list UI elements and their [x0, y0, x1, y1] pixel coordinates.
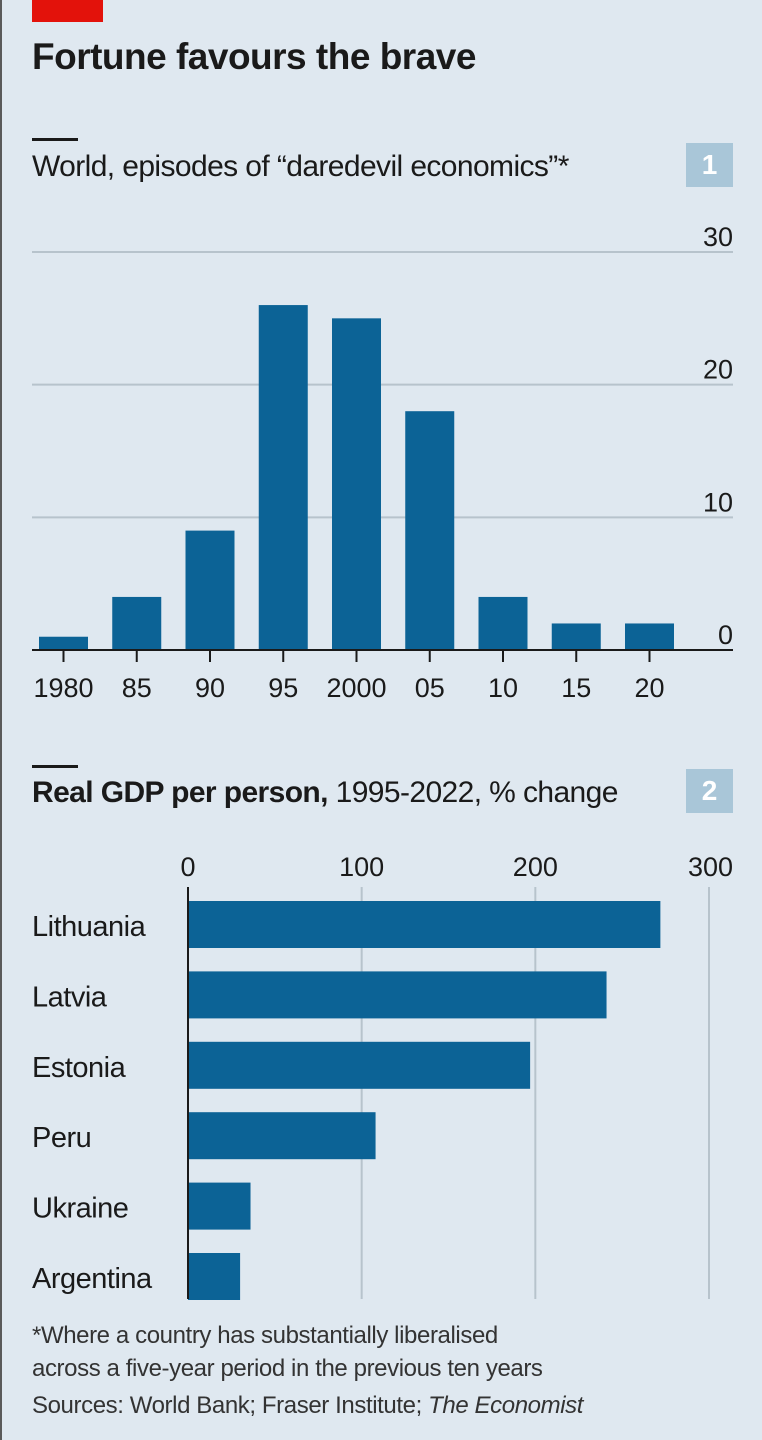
chart1-xtick-label: 90: [195, 673, 225, 703]
footnote-line1: *Where a country has substantially liber…: [32, 1322, 498, 1349]
chart2-number-badge: 2: [686, 769, 733, 813]
footnote-line2: across a five-year period in the previou…: [32, 1355, 543, 1382]
chart1-bar: [39, 636, 88, 650]
chart1-bar: [405, 411, 455, 650]
chart2-category-label: Latvia: [32, 981, 108, 1013]
chart1-xtick-label: 1980: [33, 673, 93, 703]
chart1-ytick-label: 20: [703, 355, 733, 385]
chart1-number-badge: 1: [686, 143, 733, 187]
chart1-ytick-label: 30: [703, 222, 733, 252]
chart1-ytick-label: 0: [718, 620, 733, 650]
chart2-xtick-label: 100: [339, 852, 384, 882]
chart1-xtick-label: 2000: [326, 673, 386, 703]
headline: Fortune favours the brave: [32, 36, 476, 77]
chart1-bar: [551, 623, 601, 650]
chart1-title: World, episodes of “daredevil economics”…: [32, 150, 569, 183]
chart2-bar: [188, 1182, 251, 1230]
brand-red-tag: [32, 0, 103, 22]
chart1-bar: [625, 623, 674, 650]
chart2-title: Real GDP per person, 1995-2022, % change: [32, 776, 618, 810]
chart1-xtick-label: 15: [561, 673, 591, 703]
chart1-xtick-label: 20: [634, 673, 664, 703]
chart1-ytick-label: 10: [703, 487, 733, 517]
chart1-bar: [112, 596, 162, 650]
chart2-category-label: Peru: [32, 1122, 91, 1154]
chart2-category-label: Lithuania: [32, 911, 147, 943]
sources-text: Sources: World Bank; Fraser Institute;: [32, 1392, 429, 1419]
chart2-title-rule: [32, 765, 78, 768]
chart2-category-label: Ukraine: [32, 1193, 128, 1225]
chart2-xtick-label: 300: [688, 852, 733, 882]
chart2-bar: [188, 971, 607, 1019]
chart2-bar-chart: 0 100 200 300 Lithuania Latvia Estonia Peru Ukra…: [32, 852, 733, 1300]
chart2-bar: [188, 1112, 376, 1160]
chart2-xtick-label: 200: [513, 852, 558, 882]
chart1-xtick-label: 95: [268, 673, 298, 703]
chart2-category-label: Estonia: [32, 1052, 127, 1084]
chart1-xtick-label: 05: [415, 673, 445, 703]
chart2-bar: [188, 1041, 531, 1089]
chart2-xtick-label: 0: [180, 852, 195, 882]
chart1-xtick-label: 85: [122, 673, 152, 703]
sources-publication: The Economist: [428, 1392, 583, 1419]
left-edge-rule: [0, 0, 2, 1440]
chart2-title-bold: Real GDP per person,: [32, 776, 328, 809]
chart1-bar: [478, 596, 528, 650]
chart2-bar: [188, 1253, 241, 1300]
chart2-category-label: Argentina: [32, 1263, 153, 1295]
chart1-xtick-label: 10: [488, 673, 518, 703]
chart1-bar: [332, 318, 381, 650]
chart2-title-rest: 1995-2022, % change: [327, 776, 619, 809]
chart2-bar: [188, 901, 661, 948]
chart1-title-rule: [32, 138, 78, 141]
chart1-bar-chart: 0 10 20 30 1980 85 90 95 2000 05 10 15 20: [32, 222, 733, 703]
footnote-sources: Sources: World Bank; Fraser Institute; T…: [32, 1392, 583, 1420]
chart1-bar: [258, 305, 308, 650]
chart1-bar: [185, 530, 235, 650]
